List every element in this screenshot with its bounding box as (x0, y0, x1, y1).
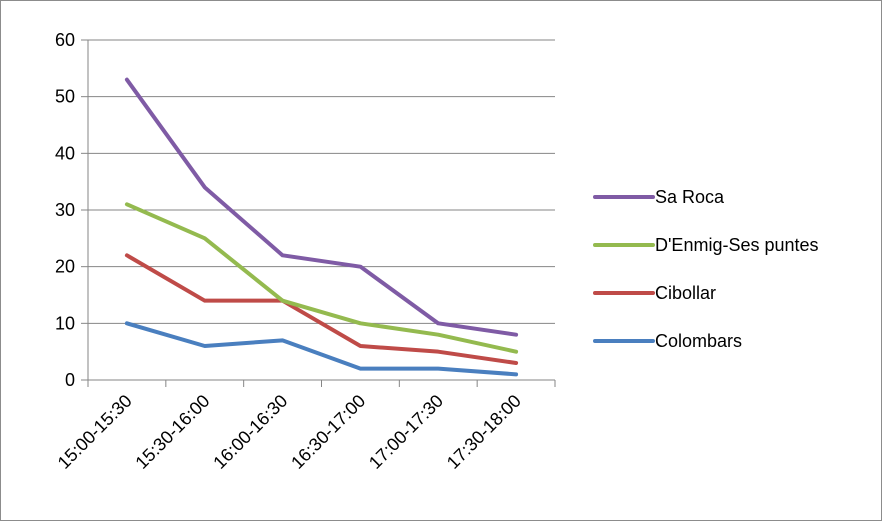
legend-label-colombars: Colombars (655, 331, 742, 351)
axes (81, 39, 556, 387)
grid-lines (88, 39, 555, 324)
series-line-sa-roca (124, 77, 519, 337)
y-tick-label: 20 (55, 257, 75, 277)
y-tick-label: 30 (55, 200, 75, 220)
y-tick-label: 10 (55, 313, 75, 333)
legend-label-d-enmig-ses-puntes: D'Enmig-Ses puntes (655, 235, 819, 255)
y-tick-label: 60 (55, 30, 75, 50)
legend-label-sa-roca: Sa Roca (655, 187, 725, 207)
x-tick-label: 17:30-18:00 (443, 391, 525, 473)
y-tick-label: 0 (65, 370, 75, 390)
series-line-cibollar (124, 253, 519, 365)
x-tick-label: 16:00-16:30 (209, 391, 291, 473)
y-tick-label: 50 (55, 87, 75, 107)
x-tick-label: 17:00-17:30 (365, 391, 447, 473)
legend: Sa Roca D'Enmig-Ses puntes Cibollar Colomba… (593, 187, 819, 351)
x-tick-label: 16:30-17:00 (287, 391, 369, 473)
y-tick-label: 40 (55, 143, 75, 163)
series-lines (124, 77, 519, 377)
legend-label-cibollar: Cibollar (655, 283, 716, 303)
x-tick-label: 15:00-15:30 (54, 391, 136, 473)
series-line-colombars (124, 321, 519, 377)
x-tick-label: 15:30-16:00 (131, 391, 213, 473)
series-line-d-enmig-ses-puntes (124, 202, 519, 354)
